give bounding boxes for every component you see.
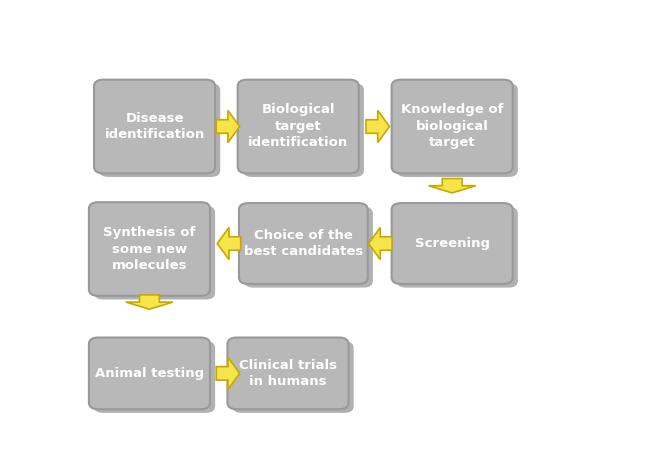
FancyBboxPatch shape	[94, 80, 215, 173]
Text: Disease
identification: Disease identification	[105, 112, 205, 141]
Text: Screening: Screening	[414, 237, 490, 250]
FancyBboxPatch shape	[238, 80, 359, 173]
FancyBboxPatch shape	[89, 338, 210, 409]
Text: Animal testing: Animal testing	[95, 367, 204, 380]
FancyBboxPatch shape	[397, 207, 518, 287]
Polygon shape	[366, 110, 389, 142]
Polygon shape	[216, 357, 240, 389]
Polygon shape	[217, 228, 241, 260]
FancyBboxPatch shape	[94, 341, 215, 413]
Polygon shape	[369, 228, 392, 260]
FancyBboxPatch shape	[244, 207, 373, 287]
Polygon shape	[126, 295, 173, 309]
FancyBboxPatch shape	[89, 202, 210, 296]
FancyBboxPatch shape	[228, 338, 348, 409]
FancyBboxPatch shape	[392, 80, 512, 173]
Text: Clinical trials
in humans: Clinical trials in humans	[239, 359, 337, 388]
Polygon shape	[216, 110, 240, 142]
FancyBboxPatch shape	[239, 203, 368, 284]
FancyBboxPatch shape	[243, 83, 364, 177]
Text: Choice of the
best candidates: Choice of the best candidates	[244, 229, 363, 258]
FancyBboxPatch shape	[94, 206, 215, 300]
FancyBboxPatch shape	[397, 83, 518, 177]
Text: Knowledge of
biological
target: Knowledge of biological target	[401, 104, 503, 150]
Text: Biological
target
identification: Biological target identification	[248, 104, 348, 150]
FancyBboxPatch shape	[392, 203, 512, 284]
FancyBboxPatch shape	[99, 83, 220, 177]
FancyBboxPatch shape	[232, 341, 354, 413]
Polygon shape	[428, 179, 476, 193]
Text: Synthesis of
some new
molecules: Synthesis of some new molecules	[103, 226, 196, 272]
